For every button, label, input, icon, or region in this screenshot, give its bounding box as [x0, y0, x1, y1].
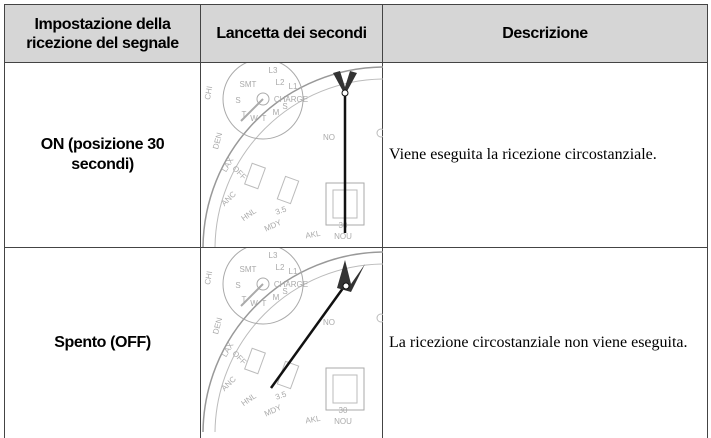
dial-rim [203, 67, 383, 247]
dial-label: CHI [203, 85, 214, 100]
dial-label: NO [323, 318, 335, 327]
header-cell: Descrizione [383, 5, 708, 63]
dial-label: 3.5 [274, 204, 288, 216]
dial-label: DEN [211, 131, 224, 150]
dial-label: NO [323, 133, 335, 142]
dial-label: L3 [269, 66, 278, 75]
dial-label: M [273, 108, 280, 117]
dial-label: 30 [339, 406, 348, 415]
dial-label: W [250, 114, 258, 123]
dial-label: OFF [230, 349, 248, 367]
dial-label: S [282, 102, 287, 111]
dial-label: 3.5 [274, 389, 288, 401]
dial-label: L1 [289, 267, 298, 276]
setting: ON (posizione 30 secondi) [5, 63, 201, 248]
dial-label: L3 [269, 251, 278, 260]
hand-tip [337, 260, 365, 292]
dial-label: T [242, 295, 247, 304]
dial-label: W [250, 299, 258, 308]
hand-pivot [343, 283, 349, 289]
dial-label: HNL [240, 391, 259, 408]
description: Viene eseguita la ricezione circostanzia… [383, 63, 708, 248]
dial-label: CHARGE [274, 280, 308, 289]
window [326, 368, 364, 410]
dial-label: T [262, 114, 267, 123]
dial-label: ANC [220, 374, 238, 392]
dial-label: M [273, 293, 280, 302]
header-cell: Impostazione della ricezione del segnale [5, 5, 201, 63]
dial-label: SMT [240, 80, 257, 89]
dial-label: L1 [289, 82, 298, 91]
dial-label: NOU [334, 417, 352, 426]
dial-label: L2 [276, 78, 285, 87]
dial-label: NOU [334, 232, 352, 241]
dial-label: T [242, 110, 247, 119]
dial-label: S [235, 96, 240, 105]
dial-label: L2 [276, 263, 285, 272]
dial-label: DEN [211, 316, 224, 335]
dial-label: ANC [220, 189, 238, 207]
dial-label: AKL [305, 414, 322, 426]
dial-label: CHARGE [274, 95, 308, 104]
window [333, 375, 357, 403]
bracket [245, 348, 266, 373]
dial-label: S [282, 287, 287, 296]
bracket [277, 176, 298, 203]
description: La ricezione circostanziale non viene es… [383, 248, 708, 438]
signal-table: Impostazione della ricezione del segnale… [4, 4, 708, 438]
dial-label: HNL [240, 206, 259, 223]
header-cell: Lancetta dei secondi [201, 5, 383, 63]
dial-label: S [235, 281, 240, 290]
dial-label: SMT [240, 265, 257, 274]
dial-label: T [262, 299, 267, 308]
setting: Spento (OFF) [5, 248, 201, 438]
dial-label: AKL [305, 229, 322, 241]
dial-label: OFF [230, 164, 248, 182]
dial-label: MDY [263, 218, 284, 234]
dial-label: CHI [203, 270, 214, 285]
second-hand [271, 284, 346, 388]
hand-pivot [342, 90, 348, 96]
header-row: Impostazione della ricezione del segnale… [5, 5, 708, 63]
dial-label: MDY [263, 403, 284, 419]
bracket [245, 163, 266, 188]
dial-label: 30 [339, 221, 348, 230]
